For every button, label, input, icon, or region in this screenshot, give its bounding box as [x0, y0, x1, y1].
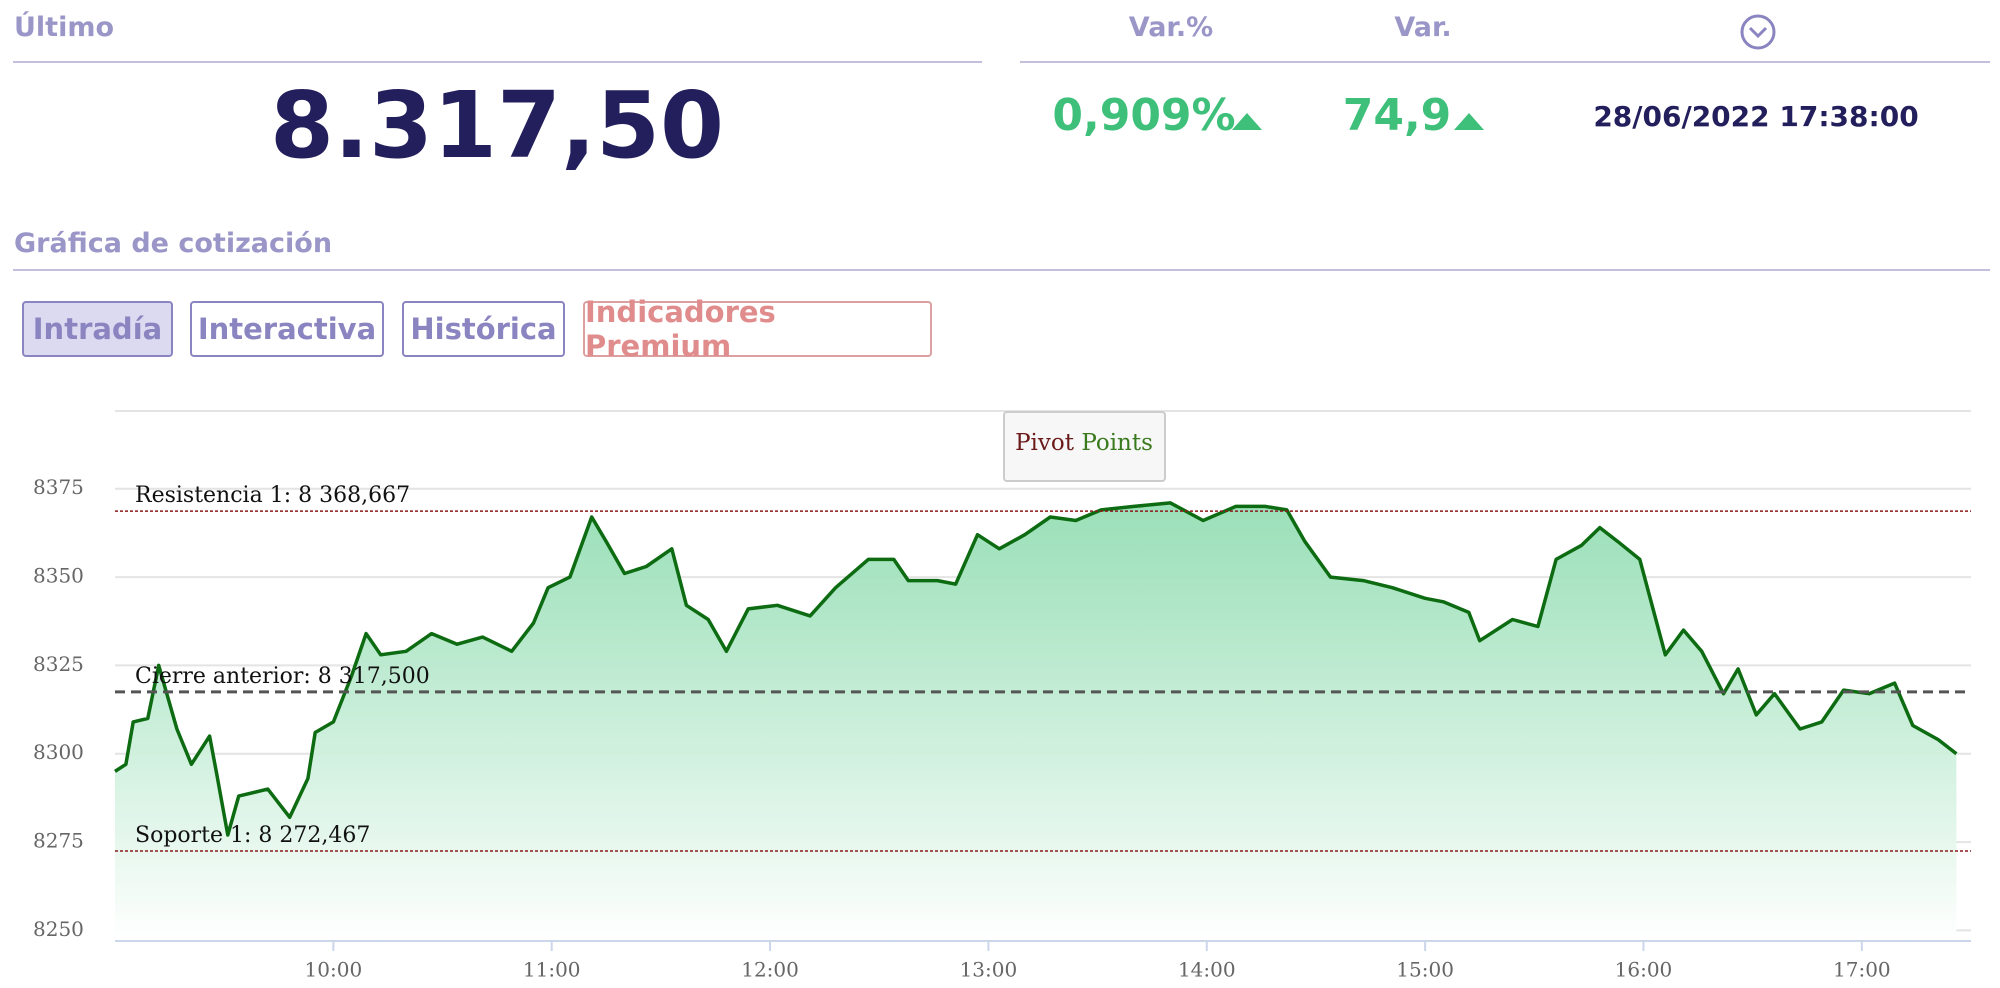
- reference-label: Cierre anterior: 8 317,500: [135, 664, 430, 689]
- x-tick-label: 16:00: [1615, 958, 1673, 982]
- y-tick-label: 8375: [33, 475, 84, 499]
- pivot-box: [1003, 411, 1166, 482]
- tab[interactable]: Histórica: [402, 301, 565, 357]
- up-arrow: [1232, 113, 1262, 130]
- y-tick-label: 8325: [33, 652, 84, 676]
- section-title: Gráfica de cotización: [14, 228, 333, 259]
- area-fill: [115, 502, 1957, 941]
- pivot-word: Pivot: [1015, 430, 1075, 456]
- up-arrow: [1454, 113, 1484, 130]
- y-tick-label: 8275: [33, 829, 84, 853]
- y-tick-label: 8300: [33, 740, 84, 764]
- x-tick-label: 14:00: [1178, 958, 1236, 982]
- x-tick-label: 13:00: [960, 958, 1018, 982]
- pivot-word: Points: [1081, 430, 1153, 456]
- y-tick-label: 8350: [33, 564, 84, 588]
- rule: [13, 269, 1990, 271]
- var: 74,9: [1342, 90, 1452, 141]
- var-pct-label: Var.%: [1128, 12, 1214, 43]
- datetime: 28/06/2022 17:38:00: [1593, 100, 1919, 133]
- price-line: [114, 501, 1958, 837]
- last-label: Último: [14, 12, 115, 43]
- var-label: Var.: [1394, 12, 1452, 43]
- x-tick-label: 12:00: [741, 958, 799, 982]
- tab[interactable]: Intradía: [22, 301, 173, 357]
- pivot-label: Pivot Points: [1015, 430, 1153, 456]
- collapse-icon[interactable]: [1738, 12, 1778, 52]
- x-tick-label: 10:00: [305, 958, 363, 982]
- var-pct: 0,909%: [1052, 90, 1236, 141]
- rule: [13, 61, 982, 63]
- last-value: 8.317,50: [270, 72, 724, 179]
- reference-label: Resistencia 1: 8 368,667: [135, 483, 410, 508]
- rule: [1020, 61, 1990, 63]
- x-tick-label: 17:00: [1833, 958, 1891, 982]
- x-tick-label: 11:00: [523, 958, 581, 982]
- pivot-button[interactable]: Pivot Points: [1003, 411, 1166, 482]
- reference-label: Soporte 1: 8 272,467: [135, 823, 370, 848]
- x-tick-label: 15:00: [1396, 958, 1454, 982]
- tab[interactable]: Interactiva: [190, 301, 384, 357]
- y-tick-label: 8250: [33, 917, 84, 941]
